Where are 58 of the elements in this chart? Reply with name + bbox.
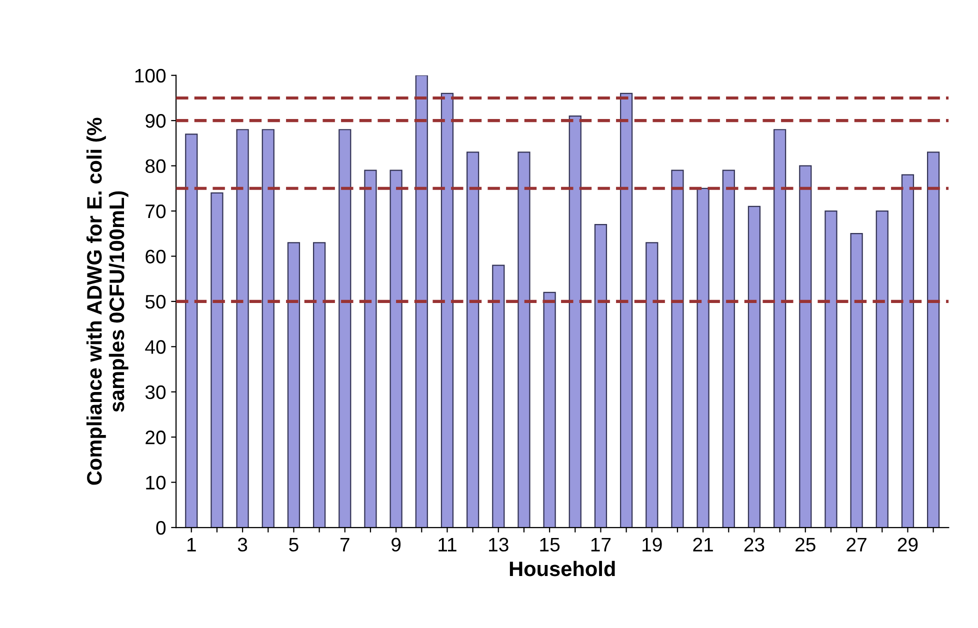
bar [594, 224, 608, 528]
bar [466, 152, 480, 528]
bar [722, 170, 735, 528]
bar [568, 116, 582, 528]
x-tick-label: 3 [238, 538, 248, 552]
bar [927, 152, 940, 528]
bar [543, 292, 556, 528]
bar [620, 92, 633, 528]
x-tick-label: 15 [540, 538, 560, 552]
x-tick-label: 25 [796, 538, 816, 552]
bar [696, 188, 710, 528]
x-tick-label: 23 [744, 538, 764, 552]
x-tick-label: 19 [642, 538, 662, 552]
y-tick-label: 50 [145, 294, 166, 309]
x-tick-label: 27 [846, 538, 866, 552]
bar [390, 170, 402, 528]
x-tick-label: 9 [392, 538, 401, 552]
bar [236, 129, 249, 528]
bar [364, 170, 377, 528]
bar [799, 165, 812, 528]
bar [748, 206, 761, 528]
x-tick-label: 7 [340, 538, 350, 552]
y-tick-label: 20 [146, 430, 166, 444]
y-tick-label: 30 [145, 385, 166, 400]
bar [210, 192, 224, 528]
x-tick-label: 1 [187, 538, 196, 552]
bar [262, 129, 274, 528]
y-tick-label: 90 [146, 114, 166, 128]
bar [901, 174, 914, 528]
y-tick-label: 100 [135, 68, 166, 83]
y-tick-label: 40 [145, 340, 166, 354]
y-tick-label: 0 [156, 520, 166, 535]
x-tick-label: 5 [289, 538, 298, 552]
bar [312, 242, 326, 528]
bar [440, 92, 454, 528]
y-tick-label: 60 [146, 250, 166, 264]
bar [518, 152, 530, 528]
bar [185, 134, 198, 528]
bar [492, 264, 505, 528]
bar [415, 75, 428, 528]
x-tick-label: 29 [898, 538, 918, 552]
y-tick-label: 70 [146, 204, 166, 218]
x-axis-title: Household [510, 560, 615, 576]
bar [671, 170, 684, 528]
y-tick-label: 80 [146, 159, 166, 174]
y-axis-title: Compliance with ADWG for E. coli (% samples 0CFU/100mL) [86, 118, 128, 485]
bar [338, 129, 352, 528]
x-tick-label: 11 [438, 538, 456, 552]
bar [287, 242, 300, 528]
bar [850, 233, 863, 528]
x-tick-label: 21 [693, 538, 713, 552]
x-tick-label: 13 [489, 538, 508, 552]
bar [876, 210, 888, 528]
bar [824, 210, 838, 528]
bar [774, 129, 786, 528]
bar [646, 242, 658, 528]
x-tick-label: 17 [591, 538, 611, 552]
y-tick-label: 10 [146, 476, 166, 490]
